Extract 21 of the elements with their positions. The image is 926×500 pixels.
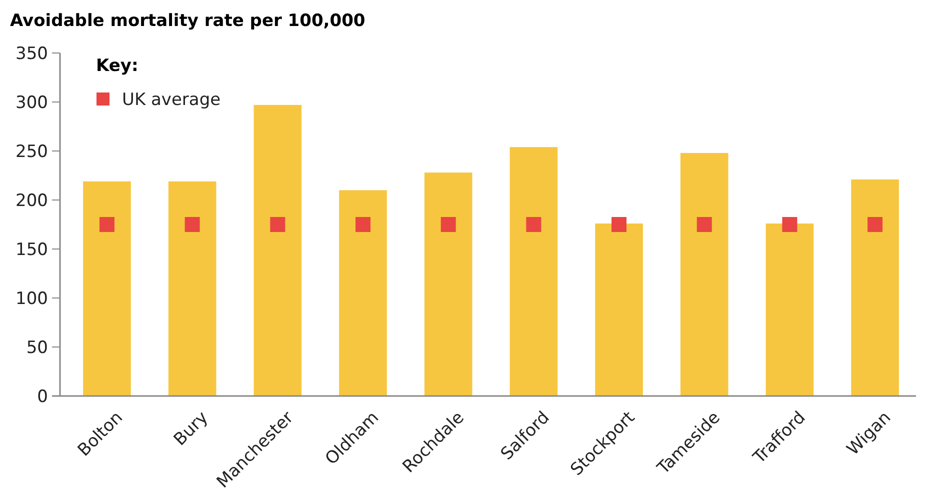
bar	[83, 181, 131, 396]
legend-title: Key:	[96, 56, 138, 76]
y-tick-label: 0	[37, 386, 48, 407]
y-tick-label: 150	[16, 240, 48, 260]
bar	[168, 181, 216, 396]
y-tick-label: 200	[16, 190, 48, 211]
y-tick-label: 250	[16, 142, 48, 162]
bar	[254, 104, 302, 396]
chart-title: Avoidable mortality rate per 100,000	[10, 11, 366, 31]
y-tick-label: 50	[26, 338, 48, 358]
legend-label: UK average	[122, 90, 221, 110]
bar	[424, 172, 472, 396]
bar	[339, 190, 387, 396]
bar	[851, 179, 899, 396]
y-tick-label: 350	[16, 44, 48, 64]
bar	[766, 224, 814, 396]
y-tick-label: 100	[16, 288, 48, 309]
y-tick-label: 300	[16, 92, 48, 113]
bar	[510, 147, 558, 396]
bar	[680, 152, 728, 396]
bar	[595, 224, 643, 396]
